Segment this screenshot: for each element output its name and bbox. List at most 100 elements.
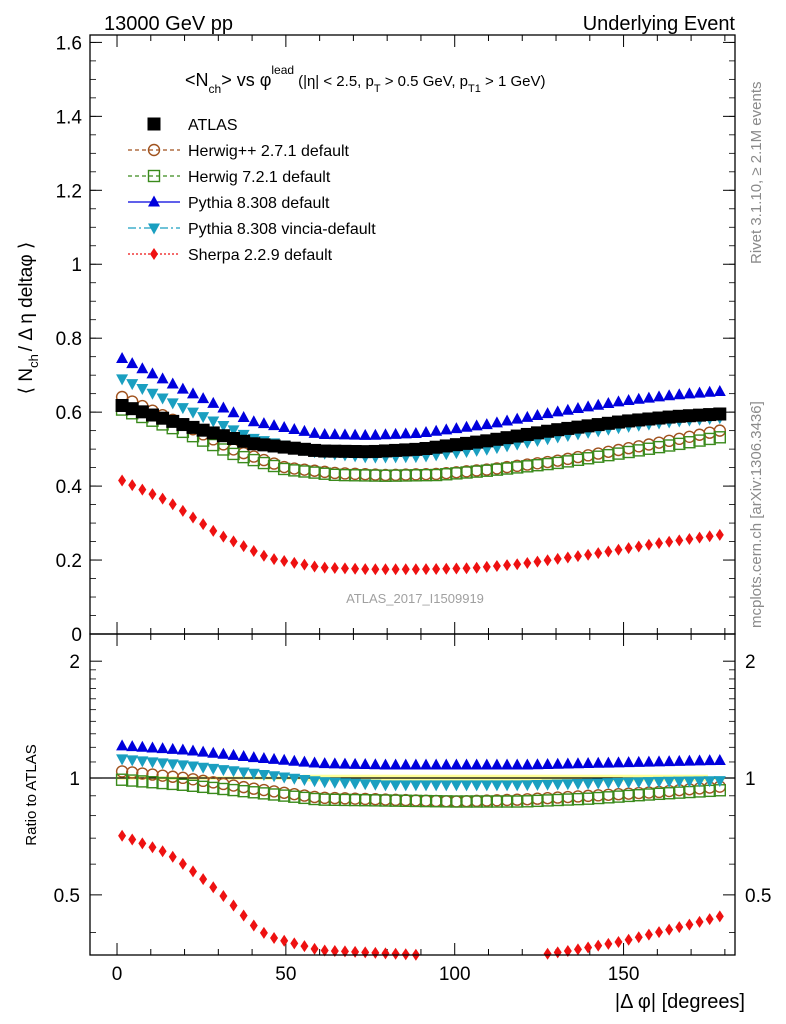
data-point-atlas	[601, 416, 615, 430]
ratio-point-herwig7	[227, 783, 240, 797]
ratio-point-pythia	[490, 758, 503, 770]
title-cuts2: > 0.5 GeV, p	[381, 73, 468, 90]
data-point-atlas	[115, 398, 129, 412]
data-point-sherpa	[503, 559, 512, 572]
data-point-pythia	[217, 401, 230, 413]
data-point-atlas	[277, 440, 291, 454]
data-point-atlas	[206, 426, 220, 440]
ratio-point-vincia	[480, 780, 493, 792]
data-point-herwig7	[419, 468, 433, 482]
data-point-herwigpp	[642, 438, 656, 451]
data-point-atlas	[399, 443, 413, 457]
data-point-sherpa	[472, 561, 481, 574]
data-point-atlas	[561, 421, 575, 435]
ratio-point-vincia	[116, 754, 129, 766]
data-point-atlas	[470, 435, 484, 449]
xtick-label: 0	[112, 964, 123, 985]
ratio-point-pythia	[298, 755, 311, 767]
header-right: Underlying Event	[583, 13, 736, 35]
legend-label-herwig7: Herwig 7.2.1 default	[188, 169, 331, 186]
ratio-point-herwig7	[277, 789, 291, 802]
ratio-point-herwig7	[308, 792, 321, 806]
data-point-atlas	[338, 444, 352, 458]
data-point-herwig7	[470, 465, 483, 478]
ratio-point-pythia	[166, 742, 179, 754]
ratio-point-herwig7	[490, 795, 504, 808]
ratio-point-vincia	[693, 776, 706, 788]
series-sherpa	[118, 474, 724, 576]
ratio-point-sherpa	[614, 936, 623, 949]
ratio-series-group	[115, 739, 727, 961]
data-point-herwigpp	[592, 447, 605, 460]
ratio-point-sherpa	[553, 946, 562, 959]
ratio-point-herwig7	[156, 776, 169, 790]
data-point-herwigpp	[571, 450, 585, 464]
legend-marker-atlas	[147, 117, 161, 131]
ratio-ytick-label-right: 1	[745, 769, 756, 790]
ratio-point-herwig7	[470, 795, 483, 808]
ratio-point-herwig7	[419, 794, 433, 808]
ratio-series-pythia	[116, 739, 726, 770]
data-point-herwig7	[531, 459, 544, 472]
ratio-point-sherpa	[705, 913, 714, 926]
ratio-point-vincia	[531, 780, 544, 792]
ratio-point-herwig7	[237, 784, 250, 798]
ratio-frame	[89, 633, 736, 956]
ratio-point-pythia	[663, 755, 676, 767]
ratio-point-sherpa	[371, 946, 380, 959]
ratio-point-sherpa	[249, 919, 258, 932]
ratio-point-sherpa	[685, 918, 694, 931]
title-lead-sup: lead	[271, 63, 294, 77]
data-point-pythia	[440, 423, 453, 435]
ratio-point-sherpa	[320, 944, 329, 957]
ratio-point-herwig7	[136, 775, 149, 788]
data-point-pythia	[693, 386, 706, 398]
ratio-point-pythia	[622, 756, 635, 768]
data-point-atlas	[135, 405, 149, 419]
data-point-atlas	[490, 432, 504, 446]
ylabel-sub: ch	[26, 354, 41, 368]
ratio-point-herwigpp	[460, 794, 473, 808]
data-point-sherpa	[573, 550, 582, 563]
ratio-point-vincia	[490, 780, 503, 792]
data-point-pythia	[389, 427, 402, 439]
ratio-point-herwig7	[115, 773, 129, 786]
data-point-pythia	[480, 418, 493, 430]
ratio-point-herwig7	[298, 791, 311, 805]
ratio-point-pythia	[237, 749, 250, 761]
ratio-point-herwigpp	[571, 790, 585, 803]
data-point-sherpa	[381, 563, 390, 576]
title-t-sub: T	[374, 83, 381, 95]
ratio-point-pythia	[683, 754, 696, 766]
legend-entry-sherpa: Sherpa 2.2.9 default	[128, 247, 333, 264]
ratio-point-vincia	[328, 777, 341, 789]
data-point-vincia	[136, 383, 149, 395]
data-point-atlas	[439, 439, 453, 453]
ratio-point-herwig7	[247, 786, 260, 799]
ratio-point-pythia	[450, 758, 463, 770]
ratio-point-herwig7	[146, 776, 159, 789]
data-point-herwig7	[683, 436, 696, 449]
data-point-herwig7	[267, 459, 281, 473]
svg-text:<Nch> vs φlead(|η| < 2.5, pT >: <Nch> vs φlead (|η| < 2.5, pT > 0.5 GeV, …	[185, 63, 545, 96]
data-point-atlas	[378, 444, 392, 458]
data-point-sherpa	[128, 479, 137, 492]
data-point-sherpa	[138, 483, 147, 496]
data-point-herwig7	[510, 461, 524, 474]
data-point-herwig7	[490, 463, 504, 476]
legend-marker-pythia	[148, 195, 160, 207]
data-point-vincia	[146, 388, 159, 400]
ratio-point-pythia	[602, 756, 615, 768]
ratio-point-vincia	[176, 760, 189, 772]
ratio-point-vincia	[136, 756, 149, 768]
data-point-atlas	[541, 424, 555, 438]
data-point-herwigpp	[612, 443, 625, 457]
rivet-label: Rivet 3.1.10, ≥ 2.1M events	[748, 82, 765, 265]
data-point-sherpa	[462, 562, 471, 575]
data-point-herwig7	[379, 469, 392, 482]
ratio-point-vincia	[288, 773, 301, 785]
data-point-atlas	[145, 408, 159, 422]
data-point-herwig7	[409, 469, 423, 482]
data-point-herwigpp	[409, 468, 423, 481]
data-point-atlas	[216, 429, 230, 443]
